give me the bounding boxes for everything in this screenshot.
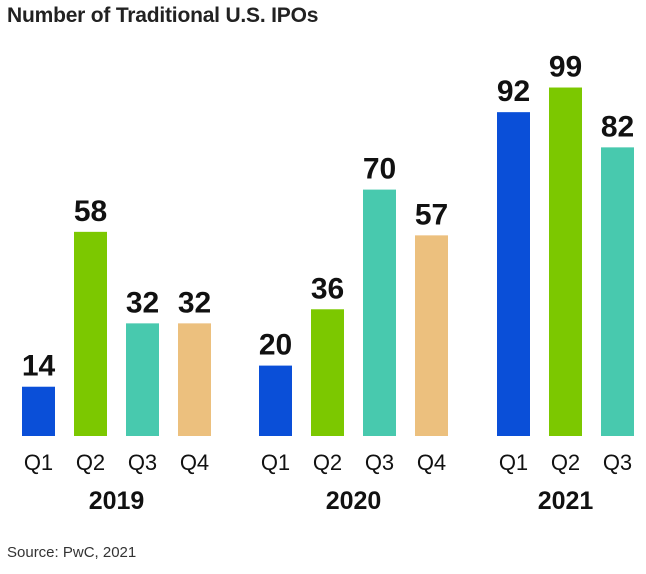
bar-2021-Q1 bbox=[497, 112, 530, 436]
group-label-2021: 2021 bbox=[538, 487, 594, 515]
bar-2019-Q3 bbox=[126, 323, 159, 436]
group-label-2019: 2019 bbox=[89, 487, 145, 515]
value-label-2021-Q1: 92 bbox=[497, 75, 530, 108]
bar-2020-Q4 bbox=[415, 235, 448, 436]
bar-2019-Q2 bbox=[74, 231, 107, 436]
value-label-2019-Q1: 14 bbox=[22, 350, 56, 383]
category-label-2019-Q4: Q4 bbox=[180, 450, 209, 475]
bar-2021-Q3 bbox=[601, 147, 634, 437]
value-label-2021-Q2: 99 bbox=[549, 51, 582, 84]
value-label-2019-Q3: 32 bbox=[126, 286, 159, 319]
category-label-2019-Q2: Q2 bbox=[76, 450, 105, 475]
value-label-2019-Q2: 58 bbox=[74, 195, 107, 228]
category-label-2020-Q3: Q3 bbox=[365, 450, 394, 475]
bar-2021-Q2 bbox=[549, 87, 582, 437]
category-label-2021-Q3: Q3 bbox=[603, 450, 632, 475]
category-label-2020-Q2: Q2 bbox=[313, 450, 342, 475]
category-label-2019-Q3: Q3 bbox=[128, 450, 157, 475]
value-label-2020-Q3: 70 bbox=[363, 153, 396, 186]
chart-title: Number of Traditional U.S. IPOs bbox=[7, 4, 319, 27]
bar-2019-Q1 bbox=[22, 386, 55, 436]
value-label-2020-Q1: 20 bbox=[259, 329, 292, 362]
category-label-2021-Q1: Q1 bbox=[499, 450, 528, 475]
value-label-2020-Q2: 36 bbox=[311, 272, 344, 305]
category-label-2020-Q1: Q1 bbox=[261, 450, 290, 475]
group-label-2020: 2020 bbox=[326, 487, 382, 515]
source-note: Source: PwC, 2021 bbox=[7, 544, 137, 561]
bar-2020-Q1 bbox=[259, 365, 292, 436]
value-label-2020-Q4: 57 bbox=[415, 198, 448, 231]
category-label-2019-Q1: Q1 bbox=[24, 450, 53, 475]
bar-2019-Q4 bbox=[178, 323, 211, 436]
category-label-2021-Q2: Q2 bbox=[551, 450, 580, 475]
value-label-2019-Q4: 32 bbox=[178, 286, 211, 319]
category-label-2020-Q4: Q4 bbox=[417, 450, 446, 475]
value-label-2021-Q3: 82 bbox=[601, 110, 634, 143]
bar-2020-Q2 bbox=[311, 309, 344, 436]
bar-2020-Q3 bbox=[363, 189, 396, 436]
